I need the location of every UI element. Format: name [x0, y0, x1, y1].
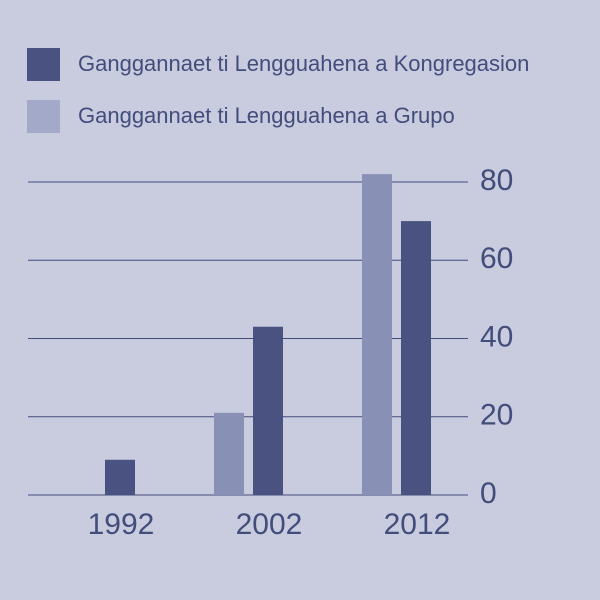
legend-label: Ganggannaet ti Lengguahena a Grupo [78, 103, 455, 128]
bar [105, 459, 135, 495]
legend-swatch [27, 48, 60, 81]
legend-swatch [27, 100, 60, 133]
y-tick-label: 40 [480, 320, 513, 353]
x-tick-label: 2012 [384, 508, 451, 541]
legend-label: Ganggannaet ti Lengguahena a Kongregasio… [78, 51, 529, 76]
x-tick-label: 1992 [88, 508, 155, 541]
bar [362, 174, 392, 495]
x-tick-label: 2002 [236, 508, 303, 541]
y-tick-label: 20 [480, 399, 513, 432]
bar [253, 326, 283, 495]
bar [214, 412, 244, 495]
y-tick-label: 0 [480, 477, 497, 510]
bar [401, 221, 431, 495]
y-tick-label: 80 [480, 164, 513, 197]
y-tick-label: 60 [480, 242, 513, 275]
